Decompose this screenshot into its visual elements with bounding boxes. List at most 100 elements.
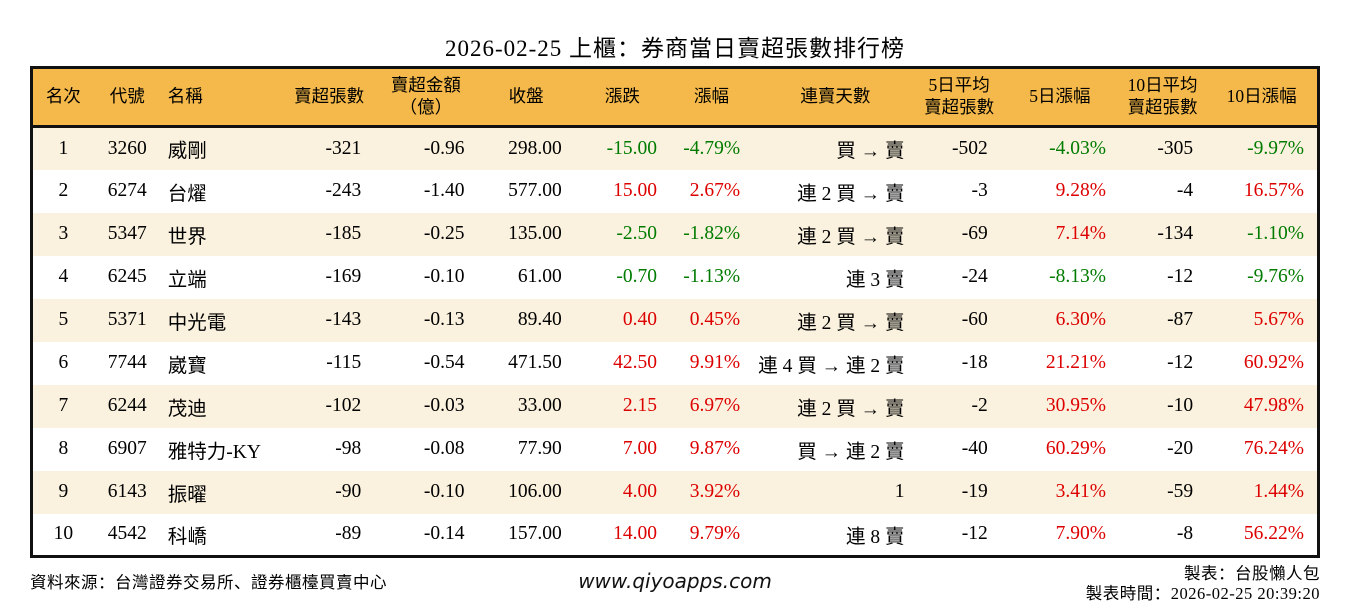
cell-change: -15.00 — [606, 137, 657, 159]
cell-net-sell-amount: -0.14 — [423, 523, 465, 545]
cell-rank: 1 — [58, 137, 69, 159]
cell-code: 6244 — [107, 395, 147, 416]
cell-net-sell-amount: -0.08 — [423, 438, 465, 459]
cell-close: 157.00 — [508, 523, 562, 545]
cell-close: 61.00 — [517, 266, 562, 287]
cell-avg5-net-sell: -69 — [961, 223, 988, 244]
cell-change: 2.15 — [622, 395, 657, 416]
cell-change-pct: 0.45% — [689, 309, 741, 330]
cell-change-pct: -4.79% — [683, 137, 741, 159]
cell-code: 4542 — [107, 523, 147, 545]
cell-name: 立端 — [167, 269, 207, 291]
cell-change-pct: -1.13% — [683, 266, 741, 287]
cell-avg5-net-sell: -40 — [961, 438, 988, 459]
cell-name: 振曜 — [167, 484, 207, 506]
table-header-row: 名次 代號 名稱 賣超張數 賣超金額 （億） 收盤 漲跌 漲幅 連賣天數 5日平… — [31, 67, 1319, 128]
cell-avg10-net-sell: -12 — [1167, 352, 1194, 373]
cell-close: 77.90 — [517, 438, 562, 459]
cell-avg10-net-sell: -10 — [1167, 395, 1194, 416]
cell-net-sell: -243 — [325, 180, 362, 201]
cell-avg10-net-sell: -20 — [1167, 438, 1194, 459]
cell-rank: 9 — [58, 481, 69, 502]
footer-data-source: 資料來源：台灣證券交易所、證券櫃檯買賣中心 — [30, 573, 387, 592]
cell-change: 4.00 — [622, 481, 657, 502]
column-header-change: 漲跌 — [574, 67, 670, 128]
cell-net-sell: -89 — [335, 523, 362, 545]
column-header-name: 名稱 — [160, 67, 285, 128]
cell-net-sell: -169 — [325, 266, 362, 287]
cell-net-sell-amount: -0.25 — [423, 223, 465, 244]
cell-change5-pct: 30.95% — [1045, 395, 1106, 416]
cell-close: 471.50 — [508, 352, 562, 373]
cell-avg10-net-sell: -4 — [1176, 180, 1194, 201]
table-row: 8 6907 雅特力-KY -98 -0.08 77.90 7.00 9.87% 買 → 連 2… — [31, 427, 1319, 471]
cell-avg5-net-sell: -18 — [961, 352, 988, 373]
ranking-table: 名次 代號 名稱 賣超張數 賣超金額 （億） 收盤 漲跌 漲幅 連賣天數 5日平… — [30, 66, 1320, 558]
cell-consecutive: 買 → 賣 — [836, 141, 905, 163]
cell-close: 577.00 — [508, 180, 562, 201]
column-header-close: 收盤 — [477, 67, 575, 128]
cell-change5-pct: 60.29% — [1045, 438, 1106, 459]
cell-change5-pct: 21.21% — [1045, 352, 1106, 373]
table-body: 1 3260 威剛 -321 -0.96 298.00 -15.00 -4.79% 買 → 賣-… — [31, 126, 1319, 557]
cell-net-sell: -143 — [325, 309, 362, 330]
cell-change10-pct: 16.57% — [1243, 180, 1304, 201]
table-row: 7 6244 茂迪 -102 -0.03 33.00 2.15 6.97% 連 2 買 → 賣 -… — [31, 384, 1319, 428]
cell-avg10-net-sell: -134 — [1157, 223, 1194, 244]
cell-close: 135.00 — [508, 223, 562, 244]
column-header-avg10-net-sell: 10日平均 賣超張數 — [1118, 67, 1207, 128]
cell-code: 3260 — [107, 137, 147, 159]
column-header-consecutive: 連賣天數 — [753, 67, 918, 128]
footer-credit: 製表：台股懶人包 製表時間：2026-02-25 20:39:20 — [1086, 564, 1320, 604]
cell-change5-pct: 7.14% — [1055, 223, 1106, 244]
cell-consecutive: 連 2 買 → 賣 — [797, 398, 905, 420]
cell-consecutive: 連 4 買 → 連 2 賣 — [758, 355, 905, 377]
cell-rank: 8 — [58, 438, 69, 459]
cell-change5-pct: 9.28% — [1055, 180, 1106, 201]
cell-change10-pct: 60.92% — [1243, 352, 1304, 373]
column-header-change5-pct: 5日漲幅 — [1000, 67, 1119, 128]
cell-net-sell: -98 — [335, 438, 362, 459]
table-row: 1 3260 威剛 -321 -0.96 298.00 -15.00 -4.79% 買 → 賣 -… — [31, 126, 1319, 170]
cell-net-sell-amount: -0.03 — [423, 395, 465, 416]
cell-change10-pct: 56.22% — [1243, 523, 1304, 545]
cell-change5-pct: 3.41% — [1055, 481, 1106, 502]
cell-change10-pct: 5.67% — [1253, 309, 1304, 330]
cell-code: 7744 — [107, 352, 147, 373]
cell-net-sell-amount: -0.10 — [423, 266, 465, 287]
cell-net-sell-amount: -0.10 — [423, 481, 465, 502]
footer-website: www.qiyoapps.com — [578, 569, 772, 593]
cell-net-sell-amount: -0.96 — [423, 137, 465, 159]
cell-rank: 3 — [58, 223, 69, 244]
cell-code: 5347 — [107, 223, 147, 244]
cell-name: 科嶠 — [167, 526, 207, 548]
cell-close: 298.00 — [508, 137, 562, 159]
cell-net-sell: -90 — [335, 481, 362, 502]
cell-change5-pct: -4.03% — [1049, 137, 1106, 159]
cell-avg5-net-sell: -19 — [961, 481, 988, 502]
table-row: 10 4542 科嶠 -89 -0.14 157.00 14.00 9.79% 連 8 賣 -12… — [31, 513, 1319, 557]
cell-avg10-net-sell: -59 — [1167, 481, 1194, 502]
footer-maker: 製表：台股懶人包 — [1184, 564, 1320, 583]
cell-name: 雅特力-KY — [167, 441, 261, 463]
cell-change: 14.00 — [613, 523, 657, 545]
cell-change-pct: 9.79% — [689, 523, 741, 545]
cell-avg5-net-sell: -60 — [961, 309, 988, 330]
page-title: 2026-02-25 上櫃：券商當日賣超張數排行榜 — [444, 36, 906, 61]
cell-consecutive: 連 8 賣 — [846, 526, 905, 548]
cell-change: 42.50 — [613, 352, 657, 373]
cell-change5-pct: 7.90% — [1055, 523, 1106, 545]
cell-avg5-net-sell: -502 — [951, 137, 988, 159]
cell-change-pct: 2.67% — [689, 180, 741, 201]
cell-name: 中光電 — [167, 312, 227, 334]
cell-change-pct: -1.82% — [683, 223, 741, 244]
cell-net-sell-amount: -0.54 — [423, 352, 465, 373]
column-header-net-sell: 賣超張數 — [284, 67, 375, 128]
cell-change-pct: 9.91% — [689, 352, 741, 373]
cell-code: 6907 — [107, 438, 147, 459]
cell-change10-pct: 76.24% — [1243, 438, 1304, 459]
cell-rank: 7 — [58, 395, 69, 416]
cell-net-sell-amount: -0.13 — [423, 309, 465, 330]
cell-change5-pct: -8.13% — [1049, 266, 1106, 287]
cell-avg10-net-sell: -87 — [1167, 309, 1194, 330]
